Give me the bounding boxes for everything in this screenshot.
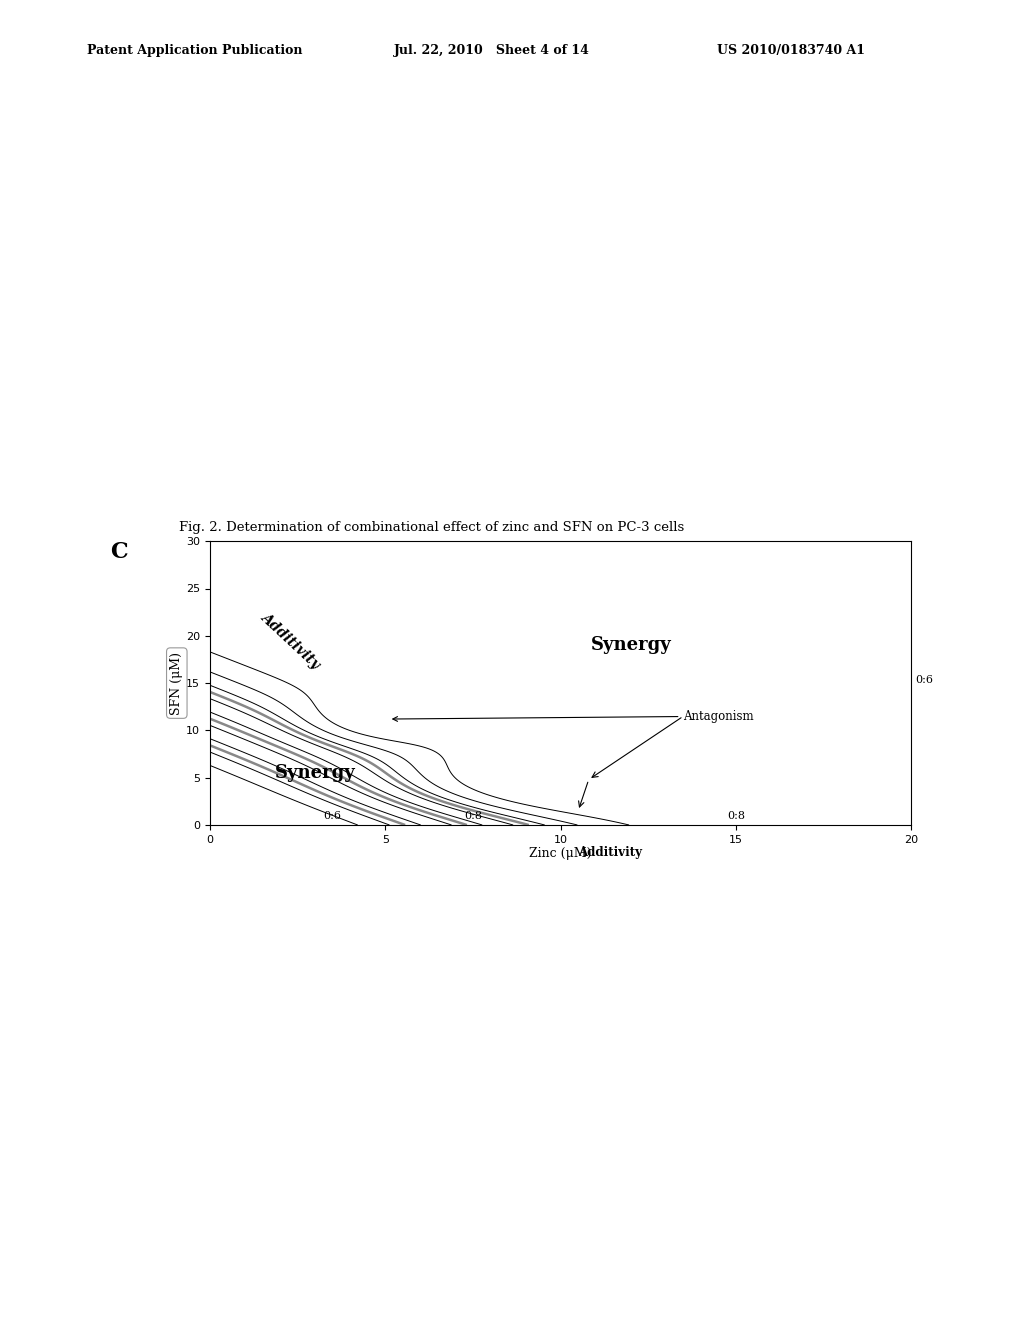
Text: Jul. 22, 2010   Sheet 4 of 14: Jul. 22, 2010 Sheet 4 of 14: [394, 44, 590, 57]
Text: Synergy: Synergy: [274, 764, 355, 781]
Text: Additivity: Additivity: [258, 610, 323, 672]
Text: 0:6: 0:6: [324, 812, 342, 821]
X-axis label: Zinc (μM): Zinc (μM): [529, 847, 592, 861]
Y-axis label: SFN (μM): SFN (μM): [170, 652, 183, 714]
Text: 0:8: 0:8: [464, 812, 482, 821]
Text: Fig. 2. Determination of combinational effect of zinc and SFN on PC-3 cells: Fig. 2. Determination of combinational e…: [179, 521, 684, 535]
Text: US 2010/0183740 A1: US 2010/0183740 A1: [717, 44, 865, 57]
Text: 0:6: 0:6: [914, 676, 933, 685]
Text: Antagonism: Antagonism: [393, 710, 754, 723]
Text: C: C: [111, 541, 128, 564]
Text: 0:8: 0:8: [727, 812, 745, 821]
Text: Additivity: Additivity: [579, 846, 642, 859]
Text: Patent Application Publication: Patent Application Publication: [87, 44, 302, 57]
Text: Synergy: Synergy: [591, 636, 671, 655]
